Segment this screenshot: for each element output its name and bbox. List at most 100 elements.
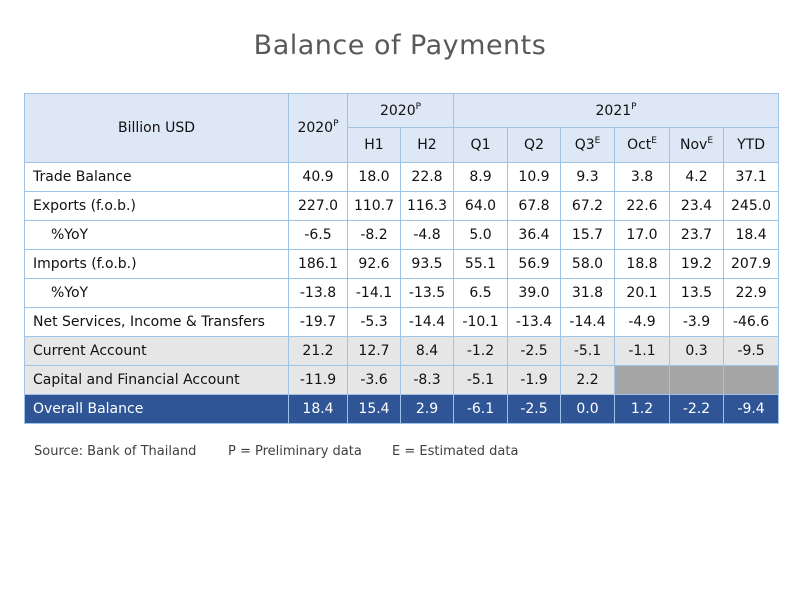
value-cell: 2.2 — [560, 365, 616, 395]
value-cell: -9.5 — [723, 336, 780, 366]
table-row: Trade Balance 40.9 18.0 22.8 8.9 10.9 9.3 3.8 4.… — [24, 162, 780, 192]
value-cell: 22.6 — [614, 191, 671, 221]
row-label: Capital and Financial Account — [24, 365, 289, 395]
value-cell: 67.2 — [560, 191, 616, 221]
table-row: Exports (f.o.b.) 227.0 110.7 116.3 64.0 67.8 6… — [24, 191, 780, 221]
header-row-top: Billion USD 2020P 2020P 2021P — [24, 93, 780, 163]
value-cell: 186.1 — [288, 249, 348, 279]
value-cell: -10.1 — [453, 307, 509, 337]
group-header-2021: 2021P — [453, 93, 780, 128]
value-cell: -8.3 — [399, 365, 455, 395]
value-cell: 23.4 — [669, 191, 725, 221]
value-cell: -13.5 — [399, 278, 455, 308]
unit-label-header: Billion USD — [24, 93, 289, 163]
value-cell: 9.3 — [560, 162, 616, 192]
value-cell: -3.9 — [669, 307, 725, 337]
value-cell: 39.0 — [507, 278, 562, 308]
value-cell: 12.7 — [347, 336, 401, 366]
value-cell: -9.4 — [723, 394, 780, 424]
value-cell: 40.9 — [288, 162, 348, 192]
value-cell: 15.4 — [347, 394, 401, 424]
value-cell: 23.7 — [669, 220, 725, 250]
col-header-2020: 2020P — [288, 93, 348, 163]
value-cell: 18.4 — [288, 394, 348, 424]
table-row: Imports (f.o.b.) 186.1 92.6 93.5 55.1 56.9 58.… — [24, 249, 780, 279]
value-cell: -4.8 — [399, 220, 455, 250]
value-cell: 18.0 — [347, 162, 401, 192]
value-cell: 110.7 — [347, 191, 401, 221]
value-cell: 245.0 — [723, 191, 780, 221]
value-cell: 0.3 — [669, 336, 725, 366]
col-header-period: NovE — [669, 127, 725, 163]
value-cell: 19.2 — [669, 249, 725, 279]
row-label: %YoY — [24, 278, 289, 308]
table-body: Trade Balance 40.9 18.0 22.8 8.9 10.9 9.3 3.8 4.… — [24, 162, 780, 424]
preliminary-note: P = Preliminary data — [228, 444, 362, 459]
value-cell: 227.0 — [288, 191, 348, 221]
value-cell: 64.0 — [453, 191, 509, 221]
value-cell: 207.9 — [723, 249, 780, 279]
empty-cell — [723, 365, 780, 395]
value-cell: 4.2 — [669, 162, 725, 192]
row-label: Current Account — [24, 336, 289, 366]
value-cell: 21.2 — [288, 336, 348, 366]
value-cell: -5.1 — [453, 365, 509, 395]
value-cell: -5.3 — [347, 307, 401, 337]
value-cell: -2.5 — [507, 336, 562, 366]
row-label: %YoY — [24, 220, 289, 250]
table-row: %YoY -6.5 -8.2 -4.8 5.0 36.4 15.7 17.0 23.7 18.4 — [24, 220, 780, 250]
value-cell: -6.1 — [453, 394, 509, 424]
estimated-note: E = Estimated data — [392, 444, 519, 459]
value-cell: 17.0 — [614, 220, 671, 250]
value-cell: -1.1 — [614, 336, 671, 366]
col-header-period: H1 — [347, 127, 401, 163]
value-cell: 5.0 — [453, 220, 509, 250]
value-cell: 22.8 — [399, 162, 455, 192]
value-cell: 116.3 — [399, 191, 455, 221]
value-cell: 31.8 — [560, 278, 616, 308]
value-cell: 1.2 — [614, 394, 671, 424]
row-label: Imports (f.o.b.) — [24, 249, 289, 279]
value-cell: -6.5 — [288, 220, 348, 250]
page-title: Balance of Payments — [253, 30, 547, 61]
value-cell: 37.1 — [723, 162, 780, 192]
table-row: Net Services, Income & Transfers -19.7 -5.… — [24, 307, 780, 337]
header-row-periods: H1 H2 Q1 Q2 Q3E OctE NovE YTD — [25, 127, 780, 163]
col-header-period: YTD — [723, 127, 780, 163]
balance-of-payments-table: Billion USD 2020P 2020P 2021P H1 H2 Q1 Q2 Q3… — [24, 93, 780, 424]
value-cell: 8.9 — [453, 162, 509, 192]
value-cell: 56.9 — [507, 249, 562, 279]
row-label: Exports (f.o.b.) — [24, 191, 289, 221]
value-cell: -11.9 — [288, 365, 348, 395]
group-header-2020: 2020P — [346, 93, 455, 128]
value-cell: 18.8 — [614, 249, 671, 279]
value-cell: 92.6 — [347, 249, 401, 279]
empty-cell — [614, 365, 671, 395]
value-cell: 15.7 — [560, 220, 616, 250]
col-header-period: Q3E — [560, 127, 616, 163]
value-cell: -2.2 — [669, 394, 725, 424]
value-cell: 10.9 — [507, 162, 562, 192]
empty-cell — [669, 365, 725, 395]
table-row: Capital and Financial Account -11.9 -3.6 -8… — [24, 365, 780, 395]
row-label: Net Services, Income & Transfers — [24, 307, 289, 337]
value-cell: 0.0 — [560, 394, 616, 424]
col-header-period: Q2 — [507, 127, 562, 163]
value-cell: -3.6 — [347, 365, 401, 395]
value-cell: -13.8 — [288, 278, 348, 308]
value-cell: -46.6 — [723, 307, 780, 337]
row-label: Trade Balance — [24, 162, 289, 192]
value-cell: -5.1 — [560, 336, 616, 366]
value-cell: -19.7 — [288, 307, 348, 337]
col-header-period: Q1 — [453, 127, 509, 163]
value-cell: 13.5 — [669, 278, 725, 308]
value-cell: -13.4 — [507, 307, 562, 337]
value-cell: 6.5 — [453, 278, 509, 308]
value-cell: 58.0 — [560, 249, 616, 279]
value-cell: -14.1 — [347, 278, 401, 308]
value-cell: 67.8 — [507, 191, 562, 221]
value-cell: 36.4 — [507, 220, 562, 250]
value-cell: -1.9 — [507, 365, 562, 395]
value-cell: -2.5 — [507, 394, 562, 424]
value-cell: 55.1 — [453, 249, 509, 279]
